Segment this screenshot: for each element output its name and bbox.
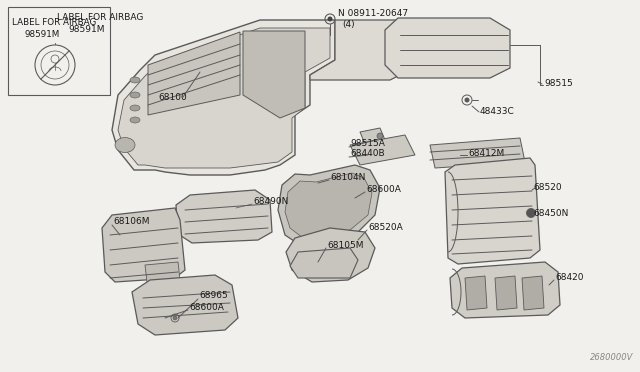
Text: 68412M: 68412M [468, 148, 504, 157]
Text: 68600A: 68600A [366, 185, 401, 193]
Polygon shape [132, 275, 238, 335]
Polygon shape [350, 135, 415, 165]
Polygon shape [290, 248, 358, 278]
Text: 68520A: 68520A [368, 222, 403, 231]
Bar [8, 7, 110, 95]
Text: 98515: 98515 [544, 80, 573, 89]
Polygon shape [465, 276, 487, 310]
Polygon shape [118, 28, 330, 168]
Polygon shape [310, 20, 420, 80]
Circle shape [377, 133, 383, 139]
Text: 68450N: 68450N [533, 208, 568, 218]
Text: 68104N: 68104N [330, 173, 365, 182]
Text: 68440B: 68440B [350, 150, 385, 158]
Text: 2680000V: 2680000V [590, 353, 634, 362]
Circle shape [465, 97, 470, 103]
Polygon shape [286, 228, 375, 282]
Text: 68106M: 68106M [113, 218, 150, 227]
Text: LABEL FOR AIRBAG: LABEL FOR AIRBAG [57, 13, 143, 22]
Polygon shape [360, 128, 385, 144]
Text: N 08911-20647: N 08911-20647 [338, 10, 408, 19]
Polygon shape [445, 158, 540, 264]
Text: (4): (4) [342, 19, 355, 29]
Polygon shape [495, 276, 517, 310]
Polygon shape [450, 262, 560, 318]
Polygon shape [385, 18, 510, 78]
Ellipse shape [130, 117, 140, 123]
Polygon shape [102, 208, 185, 282]
Text: 98591M: 98591M [68, 26, 104, 35]
Text: 68600A: 68600A [189, 304, 224, 312]
Text: 68420: 68420 [555, 273, 584, 282]
Polygon shape [430, 138, 525, 168]
Text: 68520: 68520 [533, 183, 562, 192]
Circle shape [328, 16, 333, 22]
Text: 68490N: 68490N [253, 196, 289, 205]
Circle shape [527, 208, 536, 218]
Text: 98515A: 98515A [350, 138, 385, 148]
Ellipse shape [130, 77, 140, 83]
Polygon shape [243, 31, 305, 118]
Text: 68100: 68100 [158, 93, 187, 102]
Text: LABEL FOR AIRBAG: LABEL FOR AIRBAG [12, 18, 96, 27]
Polygon shape [285, 173, 372, 238]
Polygon shape [148, 32, 240, 115]
Text: 48433C: 48433C [480, 108, 515, 116]
Polygon shape [112, 20, 335, 175]
Polygon shape [145, 262, 180, 282]
Text: 68105M: 68105M [327, 241, 364, 250]
Ellipse shape [115, 138, 135, 153]
Polygon shape [278, 165, 380, 245]
Circle shape [173, 316, 177, 320]
Ellipse shape [130, 92, 140, 98]
Text: 98591M: 98591M [24, 30, 60, 39]
Ellipse shape [130, 105, 140, 111]
Text: 68965: 68965 [199, 292, 228, 301]
Polygon shape [176, 190, 272, 243]
Polygon shape [522, 276, 544, 310]
